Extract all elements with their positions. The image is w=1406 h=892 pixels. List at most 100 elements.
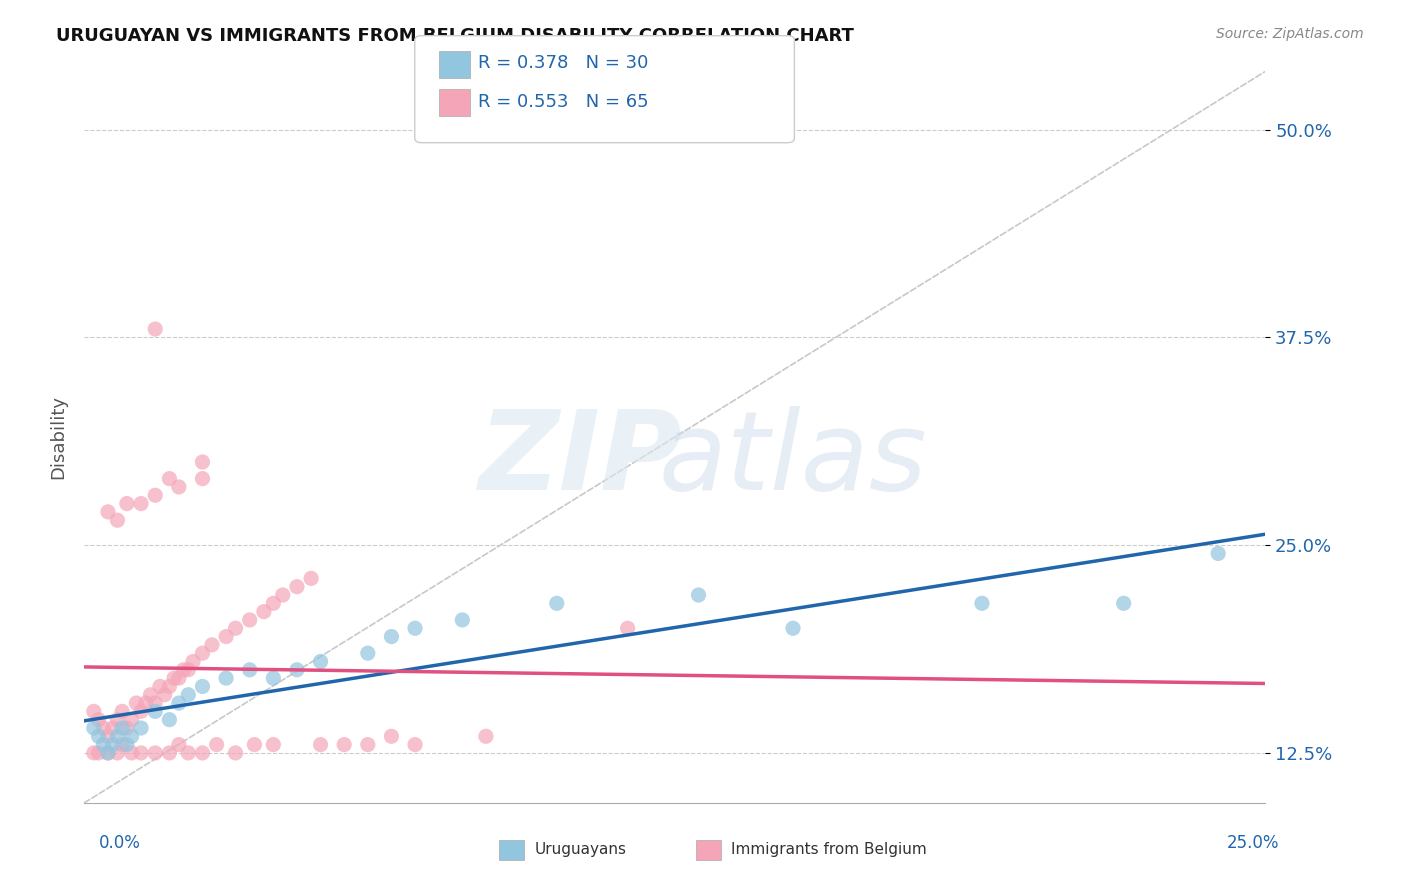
Point — [239, 663, 262, 677]
Point — [167, 671, 190, 685]
Point — [333, 738, 356, 752]
Point — [121, 713, 143, 727]
Point — [243, 738, 266, 752]
Point — [111, 721, 134, 735]
Point — [225, 746, 247, 760]
Point — [101, 721, 124, 735]
Point — [129, 497, 152, 511]
Point — [157, 746, 180, 760]
Point — [97, 505, 120, 519]
Point — [107, 729, 129, 743]
Point — [107, 713, 129, 727]
Point — [451, 613, 474, 627]
Point — [262, 596, 284, 610]
Point — [616, 621, 638, 635]
Point — [262, 738, 284, 752]
Point — [782, 621, 804, 635]
Point — [181, 655, 204, 669]
Point — [83, 705, 105, 719]
Point — [87, 729, 110, 743]
Point — [285, 580, 308, 594]
Point — [83, 721, 105, 735]
Point — [139, 688, 162, 702]
Point — [177, 746, 200, 760]
Point — [309, 655, 332, 669]
Point — [299, 571, 322, 585]
Point — [121, 746, 143, 760]
Point — [380, 729, 402, 743]
Point — [215, 630, 238, 644]
Text: R = 0.553   N = 65: R = 0.553 N = 65 — [478, 93, 648, 111]
Point — [177, 688, 200, 702]
Point — [87, 746, 110, 760]
Point — [115, 497, 138, 511]
Point — [101, 738, 124, 752]
Point — [688, 588, 710, 602]
Point — [177, 663, 200, 677]
Point — [262, 671, 284, 685]
Point — [91, 738, 114, 752]
Point — [121, 729, 143, 743]
Point — [143, 746, 166, 760]
Point — [357, 738, 380, 752]
Point — [157, 472, 180, 486]
Point — [970, 596, 993, 610]
Point — [91, 721, 114, 735]
Point — [153, 688, 176, 702]
Point — [1112, 596, 1135, 610]
Text: Immigrants from Belgium: Immigrants from Belgium — [731, 842, 927, 856]
Point — [125, 696, 148, 710]
Point — [115, 738, 138, 752]
Point — [107, 513, 129, 527]
Point — [404, 621, 426, 635]
Text: 25.0%: 25.0% — [1227, 834, 1279, 852]
Point — [201, 638, 224, 652]
Point — [191, 455, 214, 469]
Point — [191, 680, 214, 694]
Point — [157, 680, 180, 694]
Point — [97, 746, 120, 760]
Point — [546, 596, 568, 610]
Point — [309, 738, 332, 752]
Point — [475, 729, 498, 743]
Point — [173, 663, 195, 677]
Text: 0.0%: 0.0% — [98, 834, 141, 852]
Text: URUGUAYAN VS IMMIGRANTS FROM BELGIUM DISABILITY CORRELATION CHART: URUGUAYAN VS IMMIGRANTS FROM BELGIUM DIS… — [56, 27, 853, 45]
Y-axis label: Disability: Disability — [49, 395, 67, 479]
Point — [167, 480, 190, 494]
Text: ZIP: ZIP — [478, 406, 682, 513]
Point — [215, 671, 238, 685]
Point — [271, 588, 294, 602]
Point — [135, 696, 157, 710]
Point — [157, 713, 180, 727]
Point — [143, 705, 166, 719]
Point — [357, 646, 380, 660]
Point — [97, 746, 120, 760]
Text: Source: ZipAtlas.com: Source: ZipAtlas.com — [1216, 27, 1364, 41]
Point — [107, 746, 129, 760]
Point — [111, 738, 134, 752]
Point — [115, 721, 138, 735]
Text: atlas: atlas — [658, 406, 928, 513]
Point — [97, 729, 120, 743]
Point — [149, 680, 172, 694]
Point — [191, 472, 214, 486]
Point — [87, 713, 110, 727]
Point — [167, 738, 190, 752]
Point — [225, 621, 247, 635]
Point — [253, 605, 276, 619]
Point — [239, 613, 262, 627]
Point — [129, 721, 152, 735]
Point — [191, 646, 214, 660]
Point — [380, 630, 402, 644]
Point — [285, 663, 308, 677]
Text: R = 0.378   N = 30: R = 0.378 N = 30 — [478, 54, 648, 72]
Point — [163, 671, 186, 685]
Point — [111, 705, 134, 719]
Point — [1206, 546, 1229, 560]
Point — [167, 696, 190, 710]
Point — [404, 738, 426, 752]
Point — [143, 696, 166, 710]
Point — [191, 746, 214, 760]
Point — [205, 738, 228, 752]
